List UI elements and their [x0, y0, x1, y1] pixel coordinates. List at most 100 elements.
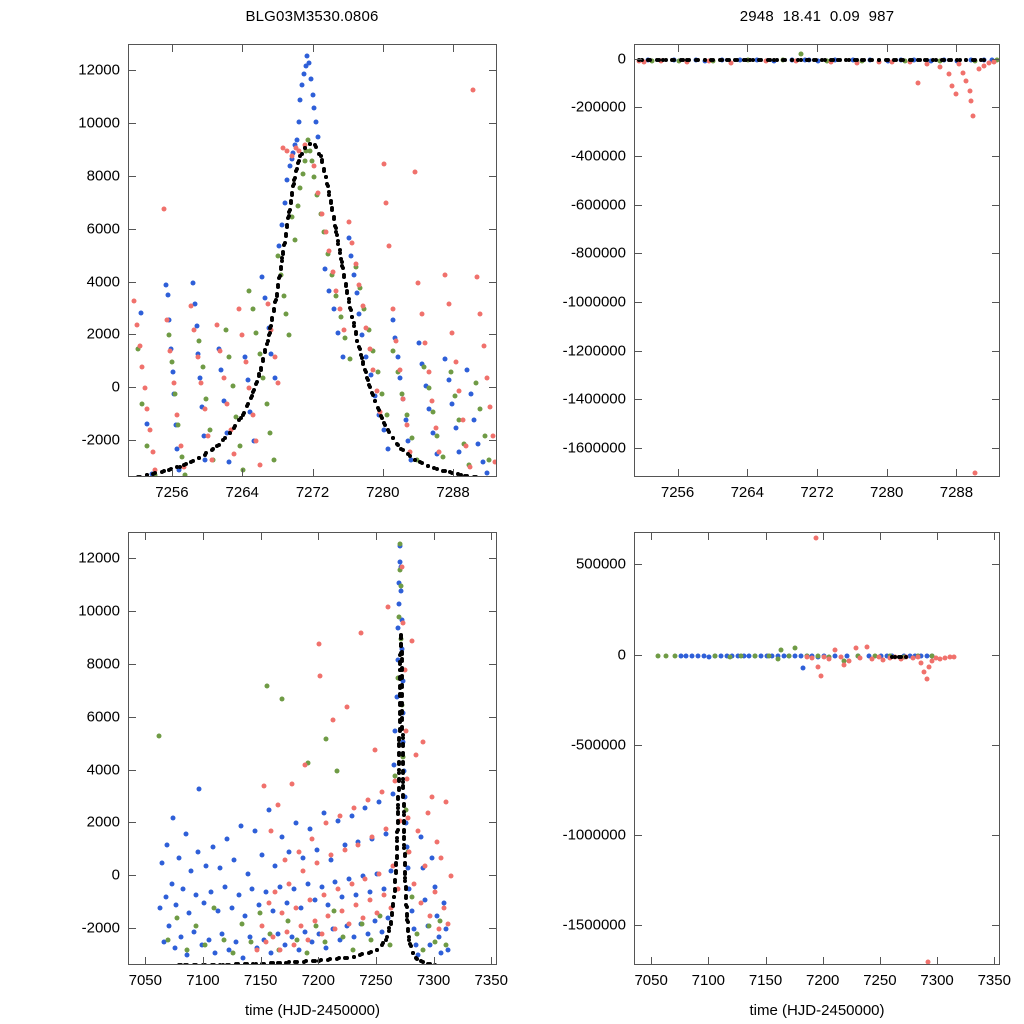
model-curve-point: [265, 339, 270, 344]
model-curve-point: [471, 475, 476, 476]
data-point: [165, 292, 171, 297]
data-point: [290, 150, 296, 156]
model-curve-point: [289, 192, 294, 197]
model-curve-point: [254, 381, 259, 386]
model-curve-point: [397, 729, 402, 734]
model-curve-point: [400, 693, 405, 698]
data-point: [924, 61, 930, 67]
ytick-mark: [634, 654, 642, 656]
model-curve-point: [395, 836, 400, 841]
data-point: [296, 148, 302, 154]
data-point: [853, 645, 859, 651]
ytick-mark: [128, 558, 136, 560]
ytick-mark: [489, 664, 497, 665]
plot-area-bottom-right[interactable]: [634, 532, 1000, 965]
data-point: [387, 942, 393, 948]
data-point: [167, 348, 173, 354]
model-curve-point: [256, 373, 261, 378]
model-curve-point: [400, 735, 405, 740]
data-point: [701, 653, 707, 659]
ytick-label: -1500000: [562, 916, 626, 934]
data-point: [353, 892, 359, 898]
data-point: [972, 470, 978, 476]
data-point: [194, 323, 200, 329]
data-point: [183, 831, 188, 837]
model-curve-point: [405, 920, 410, 925]
data-point: [328, 852, 334, 858]
data-point: [272, 863, 278, 869]
ytick-label: 6000: [86, 708, 120, 726]
data-point: [443, 926, 449, 932]
model-curve-point: [282, 240, 287, 245]
data-point: [781, 653, 787, 659]
data-point: [841, 658, 847, 664]
model-curve-point: [401, 768, 406, 773]
data-point: [821, 654, 827, 660]
data-point: [376, 799, 382, 805]
data-point: [414, 931, 420, 937]
xtick-mark: [145, 957, 147, 965]
model-curve-point: [733, 58, 738, 63]
model-curve-point: [242, 962, 247, 964]
plot-area-top-right[interactable]: [634, 44, 1000, 477]
data-point: [170, 815, 176, 821]
xtick-mark: [956, 469, 958, 477]
model-curve-point: [964, 58, 969, 63]
data-point: [293, 145, 299, 151]
data-point: [277, 884, 283, 890]
model-curve-point: [319, 958, 324, 963]
model-curve-point: [274, 291, 279, 296]
model-curve-point: [262, 961, 267, 964]
model-curve-point: [204, 451, 209, 456]
data-point: [282, 857, 288, 863]
xtick-mark: [318, 532, 320, 540]
model-curve-point: [183, 462, 188, 467]
model-curve-point: [401, 795, 406, 800]
data-point: [312, 897, 318, 903]
xtick-label: 7050: [634, 972, 668, 989]
data-point: [230, 950, 236, 956]
data-point: [970, 113, 976, 119]
model-curve-point: [280, 258, 285, 263]
data-point: [737, 57, 743, 63]
data-point: [259, 852, 265, 858]
model-curve-point: [401, 786, 406, 791]
model-curve-point: [401, 777, 406, 782]
data-point: [933, 655, 939, 661]
data-point: [802, 57, 808, 63]
plot-area-top-left[interactable]: [128, 44, 497, 477]
model-curve-point: [223, 436, 228, 441]
model-curve-point: [175, 465, 180, 470]
data-point: [857, 655, 863, 661]
model-curve-point: [317, 151, 322, 156]
data-point: [188, 868, 194, 874]
model-curve-point: [340, 263, 345, 268]
data-point: [968, 98, 974, 104]
data-point: [445, 947, 451, 953]
data-point: [263, 889, 269, 895]
xtick-label: 7264: [225, 484, 259, 501]
data-point: [306, 60, 312, 66]
data-point: [179, 454, 185, 460]
data-point: [434, 433, 440, 439]
model-curve-point: [282, 243, 287, 248]
data-point: [165, 937, 171, 943]
data-point: [404, 844, 410, 850]
model-curve-point: [447, 470, 452, 475]
data-point: [289, 781, 295, 787]
model-curve-point: [347, 299, 352, 304]
ytick-label: -200000: [570, 98, 626, 116]
data-point: [921, 669, 927, 675]
data-point: [351, 934, 357, 940]
model-curve-point: [400, 718, 405, 723]
xtick-mark: [375, 957, 377, 965]
plot-area-bottom-left[interactable]: [128, 532, 497, 965]
ytick-mark: [992, 744, 1000, 746]
data-point: [302, 929, 308, 935]
data-point: [217, 865, 223, 871]
model-curve-point: [159, 963, 164, 964]
model-curve-point: [342, 272, 347, 277]
data-point: [392, 773, 398, 779]
data-point: [325, 902, 331, 908]
